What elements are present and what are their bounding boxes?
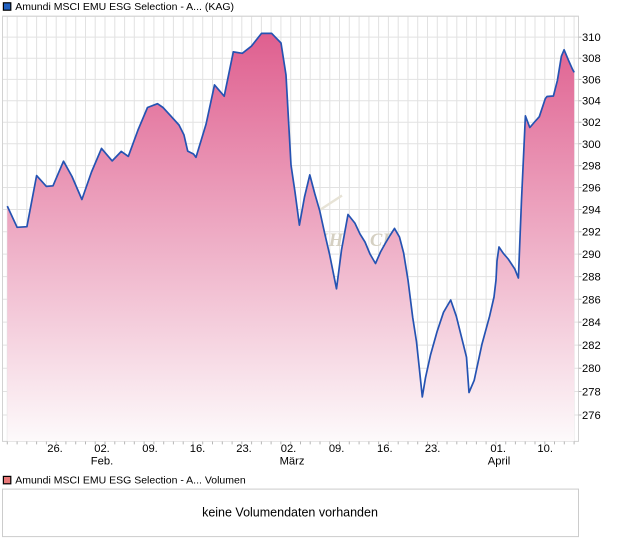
svg-text:310: 310 bbox=[582, 32, 601, 44]
svg-text:298: 298 bbox=[582, 161, 601, 173]
svg-text:276: 276 bbox=[582, 410, 601, 422]
svg-text:308: 308 bbox=[582, 53, 601, 65]
svg-text:April: April bbox=[488, 456, 510, 468]
svg-text:H: H bbox=[328, 231, 344, 251]
svg-text:280: 280 bbox=[582, 363, 601, 375]
svg-text:290: 290 bbox=[582, 249, 601, 261]
svg-text:292: 292 bbox=[582, 227, 601, 239]
svg-text:Amundi MSCI EMU ESG Selection: Amundi MSCI EMU ESG Selection - A... Vol… bbox=[15, 474, 246, 486]
svg-text:23.: 23. bbox=[425, 443, 441, 455]
svg-text:288: 288 bbox=[582, 272, 601, 284]
svg-text:296: 296 bbox=[582, 183, 601, 195]
svg-text:302: 302 bbox=[582, 117, 601, 129]
svg-text:02.: 02. bbox=[281, 443, 297, 455]
svg-text:Feb.: Feb. bbox=[91, 456, 113, 468]
svg-text:304: 304 bbox=[582, 96, 601, 108]
svg-text:10.: 10. bbox=[537, 443, 553, 455]
svg-text:keine Volumendaten vorhanden: keine Volumendaten vorhanden bbox=[202, 505, 378, 519]
svg-text:306: 306 bbox=[582, 74, 601, 86]
svg-text:16.: 16. bbox=[190, 443, 206, 455]
svg-text:294: 294 bbox=[582, 205, 601, 217]
svg-text:278: 278 bbox=[582, 387, 601, 399]
svg-text:März: März bbox=[280, 456, 305, 468]
svg-text:300: 300 bbox=[582, 139, 601, 151]
svg-text:282: 282 bbox=[582, 340, 601, 352]
svg-text:09.: 09. bbox=[142, 443, 158, 455]
svg-text:02.: 02. bbox=[94, 443, 110, 455]
svg-text:26.: 26. bbox=[47, 443, 63, 455]
svg-text:09.: 09. bbox=[329, 443, 345, 455]
svg-text:286: 286 bbox=[582, 294, 601, 306]
svg-text:01.: 01. bbox=[490, 443, 506, 455]
svg-text:Amundi MSCI EMU ESG Selection: Amundi MSCI EMU ESG Selection - A... (KA… bbox=[15, 1, 234, 13]
svg-text:284: 284 bbox=[582, 317, 601, 329]
svg-text:16.: 16. bbox=[377, 443, 393, 455]
svg-text:23.: 23. bbox=[236, 443, 252, 455]
